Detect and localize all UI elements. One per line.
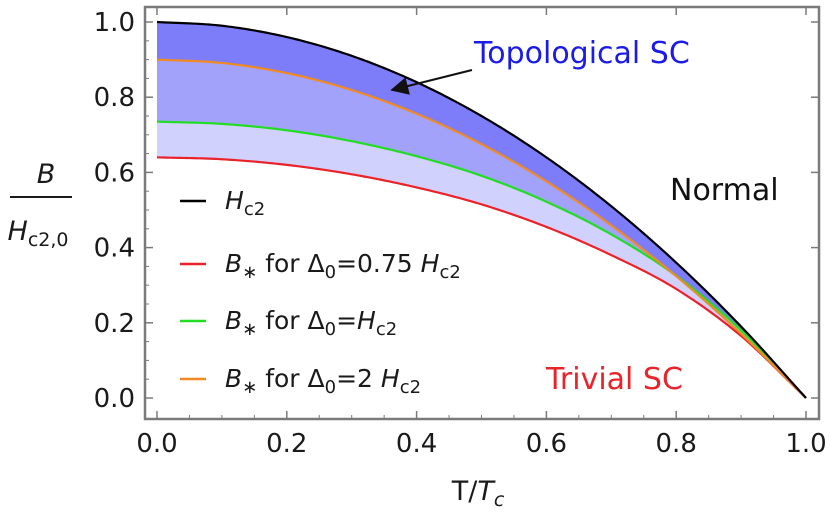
annotation-trivial: Trivial SC <box>545 362 683 397</box>
y-tick-label: 0.0 <box>94 384 135 414</box>
x-tick-label: 0.6 <box>526 429 567 459</box>
series-line-b075 <box>156 156 807 399</box>
series-lines <box>156 20 807 399</box>
fill-topological-strong <box>157 22 806 398</box>
y-tick-label: 0.6 <box>94 158 135 188</box>
series-line-b2 <box>156 58 807 399</box>
y-tick-label: 0.8 <box>94 83 135 113</box>
annotation-normal: Normal <box>670 173 779 208</box>
series-line-b1 <box>156 120 807 399</box>
legend-entry-b075: B∗ for Δ0=0.75 Hc2 <box>225 249 461 283</box>
svg-text:Hc2,0: Hc2,0 <box>8 216 69 251</box>
x-tick-label: 0.2 <box>266 429 307 459</box>
tick-labels: 0.0 0.2 0.4 0.6 0.8 1.0 0.0 0.2 0.4 0.6 0.8 1.0 <box>94 8 827 459</box>
fill-topological-mid <box>157 59 806 398</box>
y-tick-label: 1.0 <box>94 8 135 38</box>
x-tick-label: 0.8 <box>656 429 697 459</box>
legend-entry-b1: B∗ for Δ0=Hc2 <box>225 306 397 340</box>
y-axis-label: B Hc2,0 <box>8 159 72 251</box>
axis-ticks <box>145 7 819 419</box>
ylabel-denominator-sub: c2,0 <box>28 229 69 251</box>
series-line-hc2 <box>156 20 807 399</box>
ylabel-numerator: B <box>37 159 56 190</box>
x-tick-label: 1.0 <box>785 429 826 459</box>
x-tick-label: 0.0 <box>136 429 177 459</box>
legend-entry-hc2: Hc2 <box>225 186 265 220</box>
legend: Hc2 B∗ for Δ0=0.75 Hc2 B∗ for Δ0=Hc2 B∗ for… <box>180 186 461 398</box>
ylabel-denominator: H <box>8 216 28 247</box>
y-tick-label: 0.4 <box>94 234 135 264</box>
x-tick-label: 0.4 <box>396 429 437 459</box>
x-axis-label: T/Tc <box>451 476 505 511</box>
y-tick-label: 0.2 <box>94 309 135 339</box>
annotation-arrow <box>390 69 473 95</box>
legend-entry-b2: B∗ for Δ0=2 Hc2 <box>225 364 421 398</box>
annotation-topological: Topological SC <box>473 36 690 71</box>
